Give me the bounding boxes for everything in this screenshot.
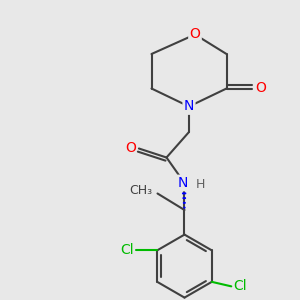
Text: O: O bbox=[190, 28, 200, 41]
Text: N: N bbox=[184, 100, 194, 113]
Text: H: H bbox=[196, 178, 205, 191]
Text: CH₃: CH₃ bbox=[129, 184, 152, 197]
Text: O: O bbox=[255, 82, 266, 95]
Text: Cl: Cl bbox=[120, 243, 134, 257]
Text: O: O bbox=[125, 142, 136, 155]
Text: N: N bbox=[178, 176, 188, 190]
Text: Cl: Cl bbox=[233, 279, 247, 293]
